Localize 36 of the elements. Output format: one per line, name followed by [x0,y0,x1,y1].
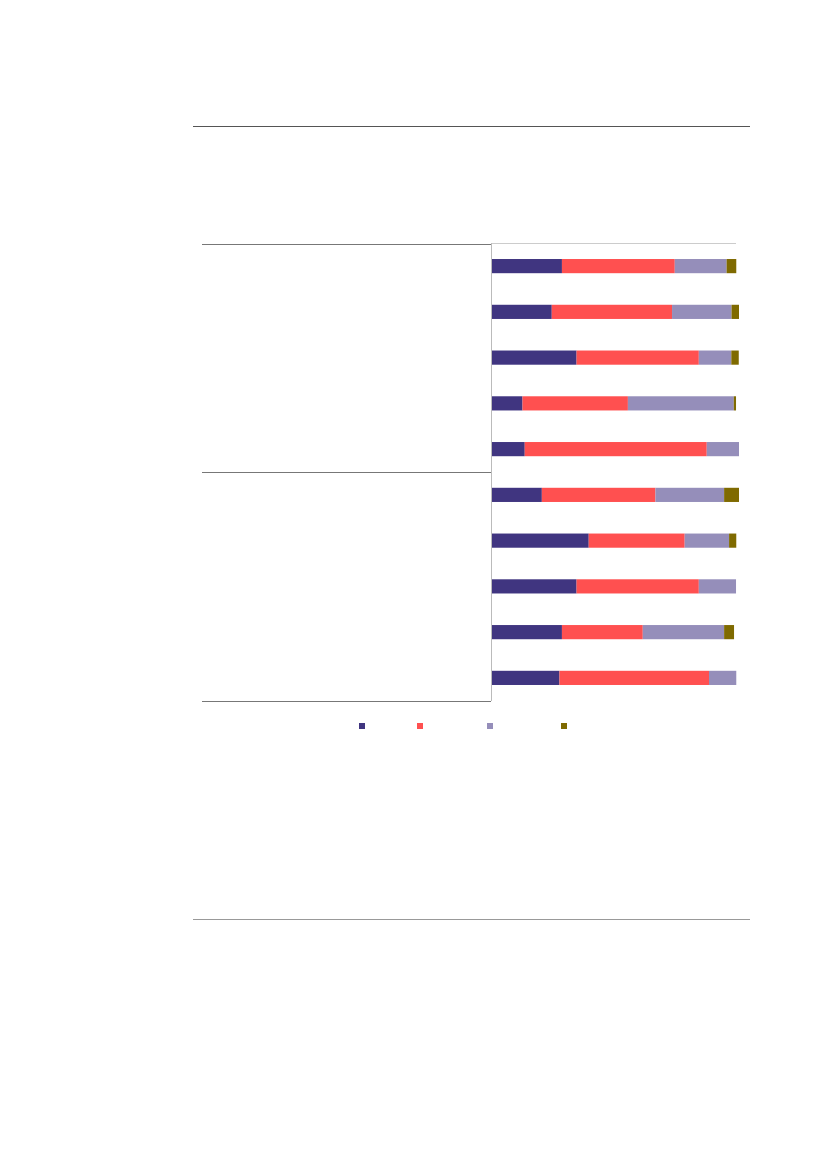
bar [706,442,739,457]
bar [491,579,577,594]
bar [731,350,739,365]
bar [674,259,727,274]
bar [726,259,737,274]
bar [708,670,737,685]
bar [731,304,739,319]
bar [559,670,709,685]
bar [588,533,685,548]
bar [491,487,542,502]
bar [698,350,732,365]
bar [561,625,643,640]
bar [729,533,737,548]
bar [491,396,523,411]
bar [724,487,739,502]
bar [491,350,577,365]
bar [491,625,562,640]
bar [576,579,699,594]
bar [491,259,562,274]
bar [672,304,732,319]
bar [491,670,560,685]
bar [524,442,707,457]
bar [491,442,525,457]
bar [684,533,730,548]
bar [576,350,699,365]
bar [541,487,656,502]
bar [698,579,737,594]
bar [522,396,628,411]
bar [627,396,734,411]
bar [724,625,735,640]
bar [491,304,552,319]
bar [551,304,673,319]
bar [642,625,725,640]
bar [655,487,725,502]
bar [491,533,589,548]
bar [561,259,675,274]
